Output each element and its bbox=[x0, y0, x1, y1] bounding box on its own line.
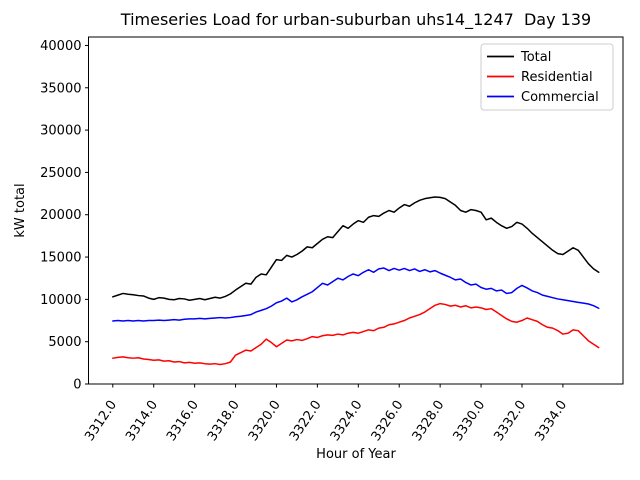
plot-frame bbox=[88, 36, 624, 385]
x-tick-label: 3324.0 bbox=[328, 398, 366, 444]
chart-title: Timeseries Load for urban-suburban uhs14… bbox=[120, 10, 591, 30]
y-tick-label: 35000 bbox=[40, 81, 81, 96]
series-line-commercial bbox=[112, 267, 600, 322]
x-axis-label: Hour of Year bbox=[316, 447, 396, 462]
x-tick-label: 3320.0 bbox=[246, 398, 284, 444]
legend-entry-label: Residential bbox=[521, 70, 593, 85]
legend: Total Residential Commercial bbox=[480, 43, 614, 111]
x-tick-label: 3314.0 bbox=[123, 398, 161, 444]
x-tick-label: 3334.0 bbox=[532, 398, 570, 444]
series-line-residential bbox=[112, 302, 600, 366]
x-tick-label: 3322.0 bbox=[287, 398, 325, 444]
x-axis-ticks: 3312.0 3314.0 3316.0 3318.0 3320.0 3322.0 3324… bbox=[82, 384, 570, 444]
x-tick-label: 3316.0 bbox=[164, 398, 202, 444]
legend-box bbox=[480, 43, 614, 111]
y-axis-label: kW total bbox=[13, 183, 28, 237]
y-tick-label: 0 bbox=[73, 378, 81, 393]
legend-entry-label: Total bbox=[520, 50, 551, 65]
x-tick-label: 3326.0 bbox=[369, 398, 407, 444]
series-line-total bbox=[112, 196, 600, 301]
y-tick-label: 5000 bbox=[48, 335, 81, 350]
y-tick-label: 25000 bbox=[40, 166, 81, 181]
x-tick-label: 3330.0 bbox=[451, 398, 489, 444]
y-tick-label: 20000 bbox=[40, 208, 81, 223]
y-tick-label: 40000 bbox=[40, 39, 81, 54]
data-series bbox=[112, 196, 600, 366]
x-tick-label: 3332.0 bbox=[491, 398, 529, 444]
legend-entry-label: Commercial bbox=[521, 90, 599, 105]
y-axis-ticks: 0 5000 10000 15000 20000 25000 30000 35000 40000 bbox=[40, 39, 89, 393]
x-tick-label: 3318.0 bbox=[205, 398, 243, 444]
x-tick-label: 3312.0 bbox=[82, 398, 120, 444]
y-tick-label: 15000 bbox=[40, 251, 81, 266]
x-tick-label: 3328.0 bbox=[410, 398, 448, 444]
y-tick-label: 10000 bbox=[40, 293, 81, 308]
y-tick-label: 30000 bbox=[40, 124, 81, 139]
